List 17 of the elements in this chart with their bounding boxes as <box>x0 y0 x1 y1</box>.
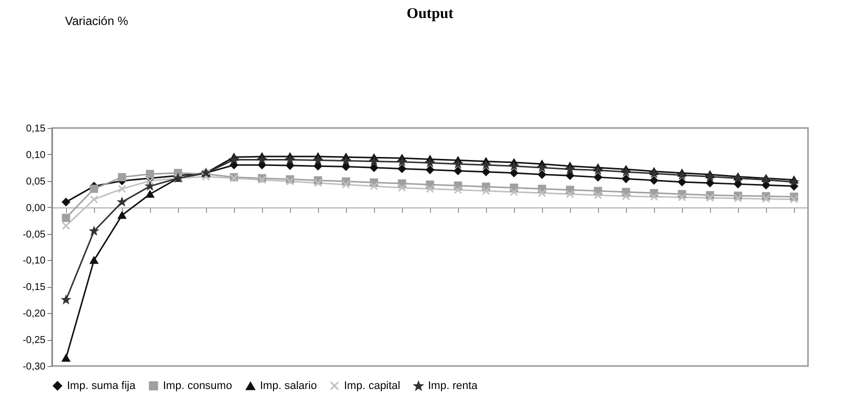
legend-label: Imp. capital <box>344 380 400 392</box>
chart-title: Output <box>406 6 454 22</box>
legend-label: Imp. renta <box>428 380 478 392</box>
y-tick-label: 0,15 <box>26 124 46 134</box>
y-tick-label: 0,00 <box>26 202 46 214</box>
y-tick-label: -0,05 <box>22 229 46 240</box>
y-tick-label: 0,10 <box>26 150 46 161</box>
legend-label: Imp. consumo <box>163 380 232 392</box>
text: Variación % <box>65 14 128 28</box>
y-tick-label: -0,25 <box>22 335 46 346</box>
y-tick-label: -0,20 <box>22 308 46 320</box>
y-tick-label: -0,30 <box>22 362 46 372</box>
y-tick-label: -0,10 <box>22 256 46 267</box>
y-tick-label: -0,15 <box>22 282 46 294</box>
y-tick-label: 0,05 <box>26 176 46 188</box>
legend-label: Imp. suma fija <box>67 380 136 392</box>
legend-label: Imp. salario <box>260 380 317 392</box>
